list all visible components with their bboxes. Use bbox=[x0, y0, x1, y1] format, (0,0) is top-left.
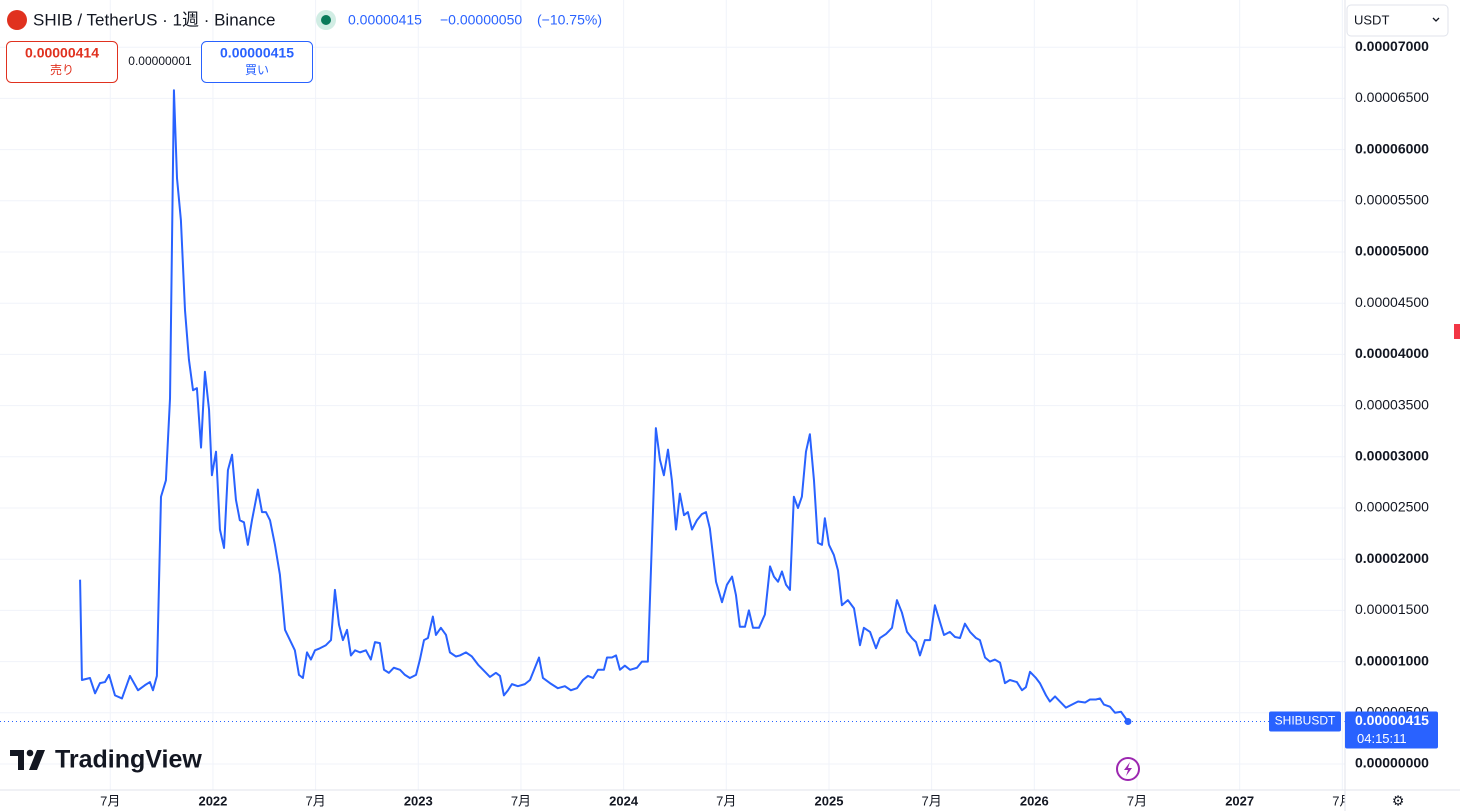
x-tick-label: 2027 bbox=[1225, 793, 1254, 808]
logo-mark bbox=[29, 750, 45, 770]
y-tick-label: 0.00006500 bbox=[1355, 89, 1429, 105]
x-axis: 7月 2022 7月 2023 7月 2024 7月 2025 7月 2026 7月 2027 7月 bbox=[100, 793, 1352, 808]
y-tick-label: 0.00004500 bbox=[1355, 294, 1429, 310]
y-tick-label: 0.00003500 bbox=[1355, 396, 1429, 412]
x-tick-label: 2024 bbox=[609, 793, 639, 808]
x-tick-label: 7月 bbox=[100, 793, 120, 808]
logo: TradingView bbox=[10, 746, 202, 774]
y-tick-label: 0.00000000 bbox=[1355, 755, 1429, 771]
sell-button[interactable] bbox=[6, 41, 118, 83]
y-tick-label: 0.00001000 bbox=[1355, 652, 1429, 668]
y-tick-label: 0.00001500 bbox=[1355, 601, 1429, 617]
series-name: SHIBUSDT bbox=[1275, 714, 1336, 728]
y-axis: 0.000000000.000005000.000010000.00001500… bbox=[1355, 38, 1429, 771]
buy-button[interactable] bbox=[201, 41, 313, 83]
y-tick-label: 0.00005000 bbox=[1355, 243, 1429, 259]
y-tick-label: 0.00005500 bbox=[1355, 192, 1429, 208]
x-tick-label: 2023 bbox=[404, 793, 433, 808]
y-tick-label: 0.00006000 bbox=[1355, 140, 1429, 156]
currency-dropdown[interactable] bbox=[1346, 4, 1449, 37]
x-tick-label: 2025 bbox=[815, 793, 844, 808]
price-change-pct: (−10.75%) bbox=[537, 12, 602, 28]
price-line bbox=[79, 89, 1129, 723]
x-tick-label: 7月 bbox=[305, 793, 325, 808]
sell-price[interactable]: 0.00000414 bbox=[25, 45, 99, 61]
x-tick-label: 7月 bbox=[1332, 793, 1352, 808]
logo-mark bbox=[26, 749, 34, 757]
event-icon-bolt bbox=[1124, 762, 1132, 776]
status-dot bbox=[321, 15, 331, 25]
price-label: 0.00000415 bbox=[1355, 712, 1429, 728]
y-tick-label: 0.00002500 bbox=[1355, 499, 1429, 515]
x-tick-label: 2022 bbox=[198, 793, 227, 808]
grid bbox=[0, 0, 1345, 790]
settings-icon[interactable]: ⚙ bbox=[1392, 793, 1405, 809]
y-tick-label: 0.00002000 bbox=[1355, 550, 1429, 566]
side-marker bbox=[1454, 324, 1460, 339]
currency-label[interactable]: USDT bbox=[1354, 12, 1389, 27]
series-name-box bbox=[1269, 711, 1341, 732]
buy-price[interactable]: 0.00000415 bbox=[220, 45, 294, 61]
x-tick-label: 7月 bbox=[716, 793, 736, 808]
logo-text: TradingView bbox=[55, 746, 202, 774]
sell-label[interactable]: 売り bbox=[50, 62, 74, 77]
y-tick-label: 0.00007000 bbox=[1355, 38, 1429, 54]
x-tick-label: 7月 bbox=[922, 793, 942, 808]
dropdown-chevron bbox=[1432, 17, 1440, 22]
price-label-box bbox=[1345, 711, 1438, 749]
symbol-title: SHIB / TetherUS · 1週 · Binance bbox=[33, 10, 276, 29]
spread: 0.00000001 bbox=[128, 54, 192, 68]
last-price: 0.00000415 bbox=[348, 12, 422, 28]
x-tick-label: 7月 bbox=[1127, 793, 1147, 808]
x-tick-label: 7月 bbox=[511, 793, 531, 808]
last-point bbox=[1124, 717, 1132, 725]
buy-label[interactable]: 買い bbox=[245, 63, 269, 77]
y-tick-label: 0.00004000 bbox=[1355, 345, 1429, 361]
y-tick-label: 0.00003000 bbox=[1355, 448, 1429, 464]
price-change: −0.00000050 bbox=[440, 12, 522, 28]
x-tick-label: 2026 bbox=[1020, 793, 1049, 808]
plot bbox=[0, 89, 1345, 725]
logo-mark bbox=[10, 750, 24, 770]
coin-icon bbox=[7, 10, 27, 30]
countdown-label: 04:15:11 bbox=[1357, 731, 1407, 746]
